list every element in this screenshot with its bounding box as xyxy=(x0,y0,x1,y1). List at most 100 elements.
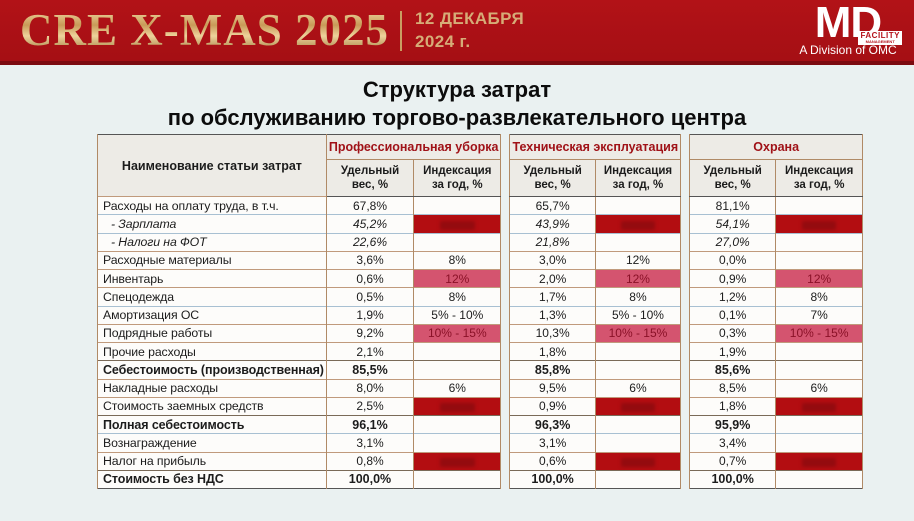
table-row: 0,9% xyxy=(509,396,682,416)
value-cell: 12% xyxy=(594,250,682,270)
table-row: 1,3% 5% - 10% xyxy=(509,305,682,325)
group-header-cleaning: Профессиональная уборка xyxy=(325,134,502,160)
row-label: Расходы на оплату труда, в т.ч. xyxy=(97,195,327,215)
table-row: Прочие расходы 2,1% xyxy=(97,341,502,361)
value-cell xyxy=(413,433,502,452)
value-cell: 10% - 15% xyxy=(775,323,864,343)
table-row: Расходы на оплату труда, в т.ч. 67,8% xyxy=(97,195,502,215)
value-cell: 0,0% xyxy=(689,250,777,270)
value-cell: 8% xyxy=(775,287,864,306)
value-cell: 8% xyxy=(413,250,502,270)
row-label: Амортизация ОС xyxy=(97,305,327,325)
value-cell xyxy=(594,341,682,361)
redacted-cell xyxy=(594,214,682,233)
table-row: 65,7% xyxy=(509,195,682,215)
table-row: 0,1% 7% xyxy=(689,305,864,325)
value-cell: 0,9% xyxy=(689,268,777,288)
row-label: Стоимость заемных средств xyxy=(97,396,327,416)
value-cell: 85,6% xyxy=(689,360,777,379)
value-cell xyxy=(775,250,864,270)
row-label: Налог на прибыль xyxy=(97,451,327,471)
redacted-smudge xyxy=(621,458,655,468)
value-cell xyxy=(413,360,502,379)
row-header: Наименование статьи затрат xyxy=(97,134,327,197)
value-cell: 54,1% xyxy=(689,214,777,233)
value-cell: 1,3% xyxy=(509,305,596,325)
slide-title-line2: по обслуживанию торгово-развлекательного… xyxy=(167,104,747,130)
logo-badge-facility: FACILITY xyxy=(860,31,900,41)
redacted-smudge xyxy=(440,403,475,413)
group-header-security: Охрана xyxy=(689,134,864,160)
table-row: Налог на прибыль 0,8% xyxy=(97,451,502,471)
row-label: Расходные материалы xyxy=(97,250,327,270)
value-cell: 85,5% xyxy=(325,360,415,379)
table-row: 81,1% xyxy=(689,195,864,215)
value-cell: 3,1% xyxy=(325,433,415,452)
table-row: 1,8% xyxy=(509,341,682,361)
column-header-weight: Удельный вес, % xyxy=(325,159,415,197)
value-cell: 1,8% xyxy=(689,396,777,416)
value-cell: 100,0% xyxy=(689,469,777,489)
table-row: 95,9% xyxy=(689,414,864,434)
value-cell: 12% xyxy=(594,268,682,288)
value-cell: 10% - 15% xyxy=(594,323,682,343)
table-row: Инвентарь 0,6% 12% xyxy=(97,268,502,288)
value-cell: 0,6% xyxy=(509,451,596,471)
value-cell: 96,3% xyxy=(509,414,596,434)
value-cell xyxy=(413,195,502,215)
redacted-cell xyxy=(775,451,864,471)
value-cell: 10% - 15% xyxy=(413,323,502,343)
value-cell: 9,2% xyxy=(325,323,415,343)
table-row: Стоимость заемных средств 2,5% xyxy=(97,396,502,416)
table-row: 0,6% xyxy=(509,451,682,471)
table-row: - Налоги на ФОТ 22,6% xyxy=(97,232,502,252)
value-cell xyxy=(594,232,682,252)
redacted-cell xyxy=(775,214,864,233)
value-cell xyxy=(594,414,682,434)
row-label: Подрядные работы xyxy=(97,323,327,343)
table-row: 100,0% xyxy=(689,469,864,489)
value-cell xyxy=(594,469,682,489)
value-cell: 65,7% xyxy=(509,195,596,215)
value-cell: 96,1% xyxy=(325,414,415,434)
value-cell: 45,2% xyxy=(325,214,415,233)
column-header-indexation: Индексация за год, % xyxy=(594,159,682,197)
table-row: - Зарплата 45,2% xyxy=(97,214,502,233)
value-cell xyxy=(594,360,682,379)
event-date-line1: 12 ДЕКАБРЯ xyxy=(415,9,525,29)
table-row: 3,1% xyxy=(509,433,682,452)
table-row: Подрядные работы 9,2% 10% - 15% xyxy=(97,323,502,343)
value-cell xyxy=(413,469,502,489)
value-cell: 6% xyxy=(594,378,682,398)
row-label: - Налоги на ФОТ xyxy=(97,232,327,252)
value-cell: 1,7% xyxy=(509,287,596,306)
table-row: 0,0% xyxy=(689,250,864,270)
row-label: Прочие расходы xyxy=(97,341,327,361)
value-cell: 5% - 10% xyxy=(413,305,502,325)
value-cell: 5% - 10% xyxy=(594,305,682,325)
value-cell xyxy=(775,469,864,489)
slide-title: Структура затрат по обслуживанию торгово… xyxy=(0,76,914,131)
value-cell: 95,9% xyxy=(689,414,777,434)
value-cell: 21,8% xyxy=(509,232,596,252)
table-row: 27,0% xyxy=(689,232,864,252)
value-cell: 6% xyxy=(775,378,864,398)
redacted-cell xyxy=(413,214,502,233)
md-facility-logo: MD FACILITY MANAGEMENT A Division of OMC xyxy=(790,1,906,57)
value-cell: 8,5% xyxy=(689,378,777,398)
value-cell xyxy=(775,341,864,361)
redacted-cell xyxy=(775,396,864,416)
value-cell: 3,0% xyxy=(509,250,596,270)
redacted-cell xyxy=(594,451,682,471)
value-cell: 3,1% xyxy=(509,433,596,452)
row-label: Себестоимость (производственная) xyxy=(97,360,327,379)
value-cell xyxy=(775,360,864,379)
table-row: 0,3% 10% - 15% xyxy=(689,323,864,343)
table-row: Себестоимость (производственная) 85,5% xyxy=(97,360,502,379)
value-cell: 8,0% xyxy=(325,378,415,398)
value-cell xyxy=(775,195,864,215)
value-cell: 1,9% xyxy=(325,305,415,325)
column-header-indexation: Индексация за год, % xyxy=(775,159,864,197)
redacted-smudge xyxy=(440,458,475,468)
